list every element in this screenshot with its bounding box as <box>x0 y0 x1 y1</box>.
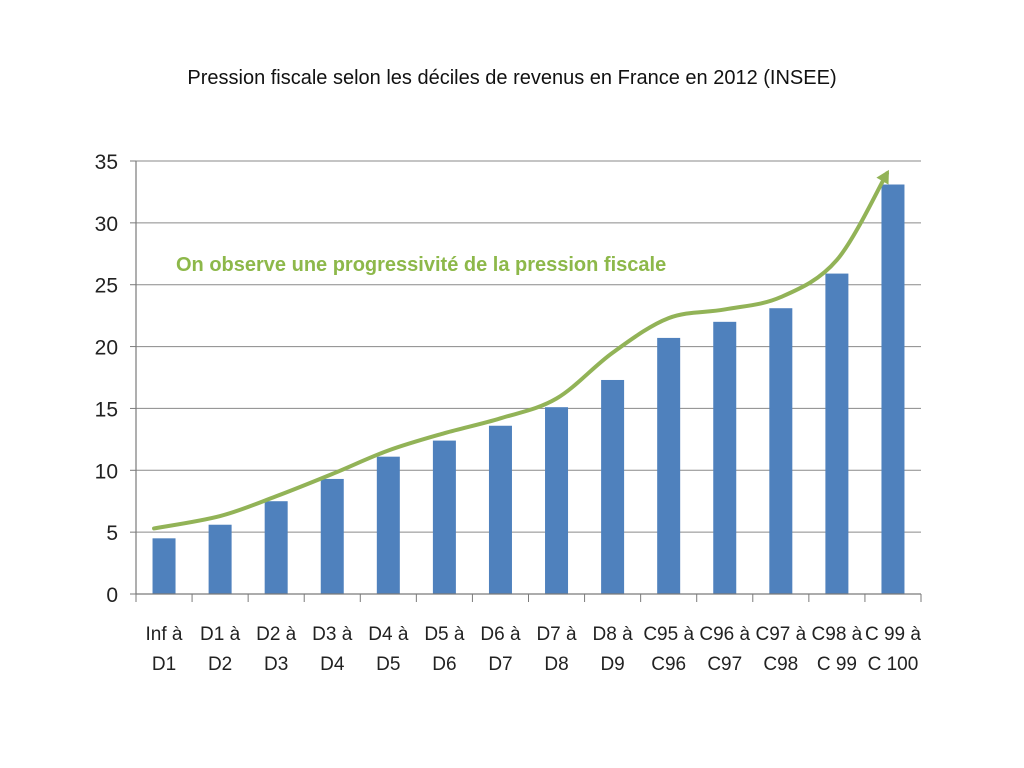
bar <box>488 425 512 594</box>
y-tick-label: 30 <box>95 213 118 236</box>
y-tick-label: 5 <box>106 522 118 545</box>
x-tick-label: D7 à D8 <box>536 624 577 675</box>
bar <box>320 478 344 594</box>
bar <box>825 273 849 594</box>
trend-annotation: On observe une progressivité de la press… <box>176 254 666 276</box>
x-tick-label: D4 à D5 <box>368 624 409 675</box>
bar <box>713 321 737 594</box>
y-tick-label: 35 <box>95 151 118 174</box>
bar <box>881 184 905 594</box>
x-tick-label: D6 à D7 <box>480 624 521 675</box>
bar <box>264 501 288 594</box>
trend-line <box>152 169 889 531</box>
x-tick-label: D2 à D3 <box>256 624 297 675</box>
axes <box>130 160 922 602</box>
bar <box>152 538 176 594</box>
bar <box>432 440 456 594</box>
y-tick-label: 20 <box>95 337 118 360</box>
x-tick-label: D1 à D2 <box>200 624 241 675</box>
x-tick-label: C96 à C97 <box>699 624 750 675</box>
bar <box>769 308 793 594</box>
y-tick-label: 15 <box>95 398 118 421</box>
trend-arrowhead <box>876 169 889 185</box>
y-tick-label: 0 <box>106 584 118 607</box>
x-tick-label: D5 à D6 <box>424 624 465 675</box>
y-tick-label: 10 <box>95 460 118 483</box>
bar <box>208 524 232 594</box>
bar <box>376 456 400 594</box>
y-tick-label: 25 <box>95 275 118 298</box>
bars <box>152 184 905 594</box>
x-tick-label: C95 à C96 <box>643 624 694 675</box>
gridlines <box>136 160 921 533</box>
labels: 0 5 10 15 20 25 30 35 Inf à D1 D1 à D2 D2 à D3 D3 à D4 D… <box>95 151 922 675</box>
bar <box>545 407 569 594</box>
x-tick-label: D8 à D9 <box>593 624 634 675</box>
x-tick-label: D3 à D4 <box>312 624 353 675</box>
x-tick-label: Inf à D1 <box>146 624 183 675</box>
trend-curve <box>152 171 889 531</box>
bar <box>657 337 681 594</box>
bar <box>601 379 625 594</box>
x-tick-label: C97 à C98 <box>755 624 806 675</box>
page-title: Pression fiscale selon les déciles de re… <box>187 67 837 89</box>
